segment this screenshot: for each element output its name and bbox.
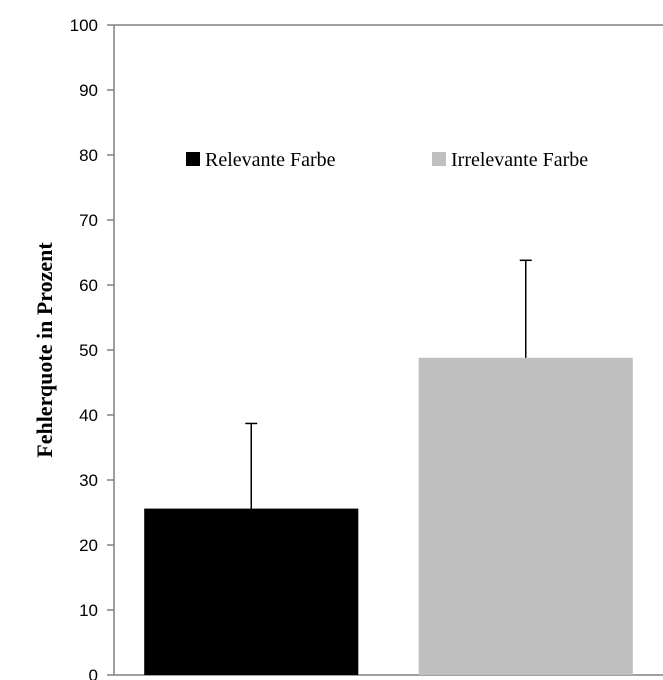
y-tick-label: 0 (89, 666, 98, 680)
y-tick-label: 40 (79, 406, 98, 425)
y-axis-label: Fehlerquote in Prozent (32, 242, 57, 458)
legend-swatch-irrelevante (432, 152, 446, 166)
y-tick-label: 30 (79, 471, 98, 490)
y-tick-group: 0 10 20 30 40 50 60 70 80 90 100 (70, 16, 114, 680)
bar-group (144, 357, 633, 675)
legend: Relevante Farbe Irrelevante Farbe (186, 149, 588, 171)
y-tick-label: 80 (79, 146, 98, 165)
y-tick-label: 50 (79, 341, 98, 360)
y-tick-label: 20 (79, 536, 98, 555)
y-tick-label: 70 (79, 211, 98, 230)
y-tick-label: 10 (79, 601, 98, 620)
error-bar-group (245, 259, 532, 509)
bar-relevante-farbe (144, 508, 359, 675)
legend-label-relevante: Relevante Farbe (205, 149, 336, 171)
y-tick-label: 60 (79, 276, 98, 295)
legend-label-irrelevante: Irrelevante Farbe (451, 149, 588, 171)
legend-swatch-relevante (186, 152, 200, 166)
y-tick-label: 90 (79, 81, 98, 100)
bar-irrelevante-farbe (418, 357, 633, 675)
y-tick-label: 100 (70, 16, 98, 35)
